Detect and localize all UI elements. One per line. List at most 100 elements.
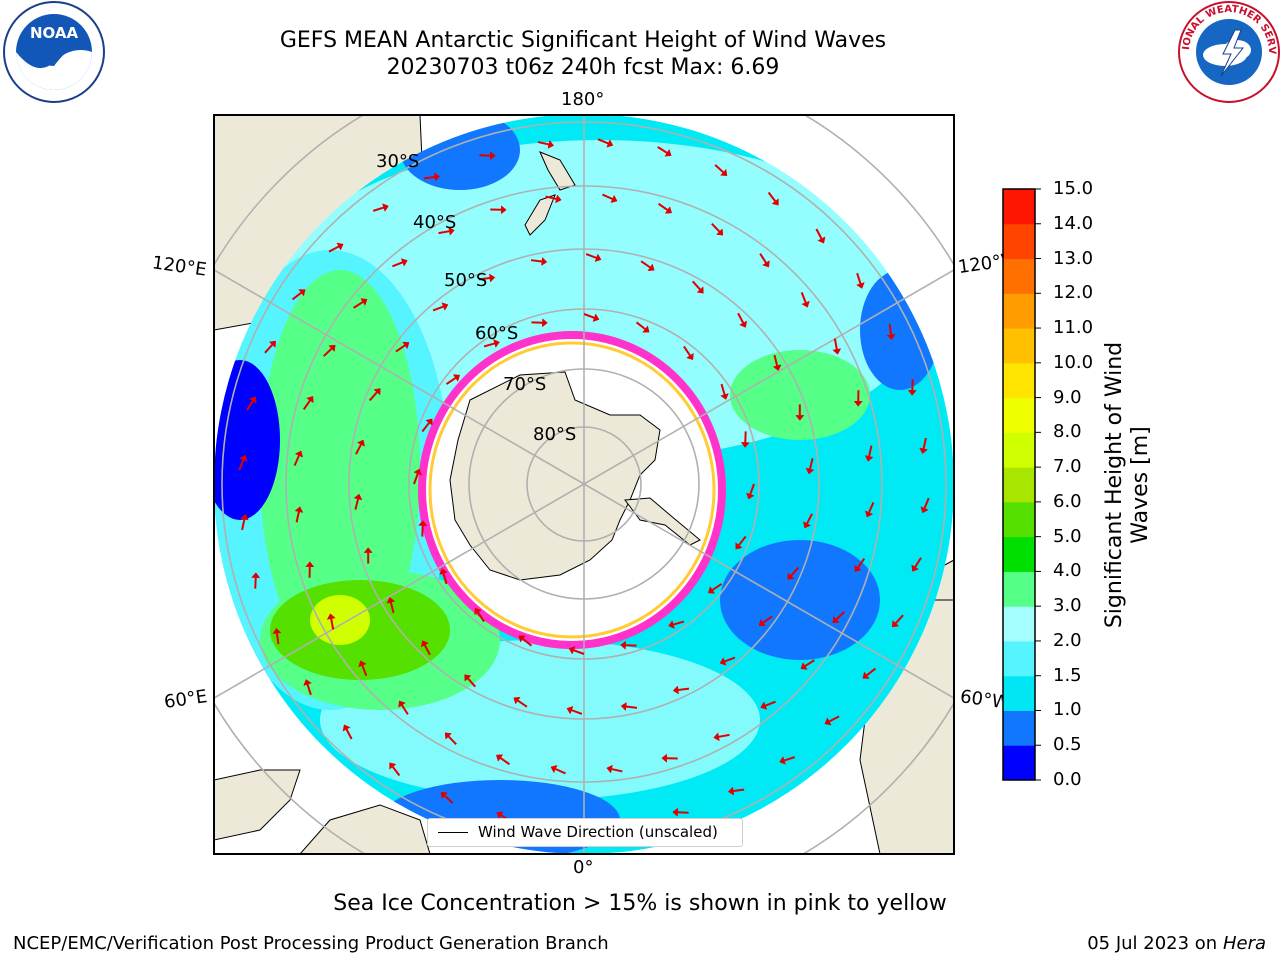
wind-wave-arrow-head bbox=[762, 260, 770, 268]
wind-wave-arrow-head bbox=[647, 263, 655, 272]
wind-wave-arrow bbox=[421, 422, 430, 433]
wind-wave-arrow-head bbox=[268, 340, 276, 348]
wind-wave-arrow bbox=[372, 206, 385, 212]
wind-wave-arrow bbox=[477, 611, 485, 623]
wind-wave-arrow bbox=[275, 633, 280, 645]
wind-wave-arrow-head bbox=[594, 253, 602, 263]
wind-wave-arrow-head bbox=[715, 228, 724, 236]
colorbar-tick-label: 5.0 bbox=[1053, 525, 1082, 547]
wind-wave-arrow bbox=[483, 342, 495, 348]
wind-wave-arrow-head bbox=[464, 674, 472, 682]
wind-wave-arrow-head bbox=[542, 318, 548, 328]
wind-wave-arrow-head bbox=[373, 388, 381, 396]
wind-wave-arrow bbox=[330, 618, 335, 630]
colorbar-tick-label: 0.0 bbox=[1053, 769, 1082, 790]
wind-wave-arrow-head bbox=[832, 615, 840, 624]
wind-wave-arrow-head bbox=[294, 506, 304, 513]
wind-wave-arrow-head bbox=[801, 300, 810, 308]
wind-wave-arrow bbox=[432, 305, 444, 312]
colorbar-segment bbox=[1003, 606, 1035, 642]
wind-wave-arrow-head bbox=[886, 333, 896, 341]
wind-wave-arrow-head bbox=[306, 396, 314, 404]
colorbar-tick-label: 9.0 bbox=[1053, 386, 1082, 408]
wind-wave-arrow-head bbox=[720, 168, 728, 176]
wind-wave-arrow-head bbox=[661, 753, 668, 763]
wind-wave-arrow bbox=[773, 354, 779, 367]
colorbar-segment bbox=[1003, 640, 1035, 677]
wind-wave-arrow bbox=[322, 347, 333, 357]
wind-wave-arrow bbox=[291, 291, 302, 301]
wind-wave-arrow bbox=[724, 656, 736, 663]
wind-wave-arrow bbox=[683, 345, 691, 357]
wind-wave-arrow bbox=[720, 383, 726, 395]
wind-wave-arrow-head bbox=[541, 256, 548, 266]
wind-wave-arrow bbox=[345, 728, 353, 740]
wind-wave-arrow bbox=[806, 513, 813, 525]
wind-wave-arrow-head bbox=[251, 572, 261, 579]
wind-wave-arrow bbox=[293, 455, 300, 466]
colorbar-segment bbox=[1003, 571, 1035, 607]
credit-text: NCEP/EMC/Verification Post Processing Pr… bbox=[13, 933, 609, 954]
wind-wave-arrow bbox=[522, 638, 533, 647]
wind-wave-arrow-head bbox=[664, 148, 672, 157]
wind-wave-arrow bbox=[922, 437, 927, 450]
colorbar-segment bbox=[1003, 675, 1035, 711]
wind-wave-arrow-head bbox=[550, 764, 558, 774]
wind-wave-arrow bbox=[718, 733, 730, 738]
colorbar-tick-label: 10.0 bbox=[1053, 351, 1094, 373]
wind-wave-arrow-head bbox=[606, 764, 613, 774]
legend-line bbox=[438, 832, 468, 833]
map-legend: Wind Wave Direction (unscaled) bbox=[427, 818, 743, 847]
wind-wave-arrow bbox=[733, 788, 745, 793]
wind-wave-arrow bbox=[444, 794, 454, 804]
wind-wave-arrow-head bbox=[555, 194, 562, 204]
wind-wave-arrow-head bbox=[413, 468, 422, 476]
wind-wave-arrow bbox=[677, 687, 690, 691]
wind-wave-arrow bbox=[238, 459, 245, 471]
wind-wave-arrow bbox=[423, 644, 431, 656]
lat-label-70s: 70°S bbox=[503, 374, 547, 395]
wind-wave-arrow-head bbox=[389, 762, 397, 770]
colorbar-frame bbox=[1002, 188, 1036, 781]
wind-wave-arrow bbox=[923, 497, 930, 509]
wind-wave-arrow bbox=[499, 757, 511, 766]
wind-wave-arrow-head bbox=[496, 811, 504, 820]
noaa-logo: NOAA bbox=[3, 1, 105, 103]
colorbar-tick-label: 12.0 bbox=[1053, 282, 1094, 304]
wind-wave-arrow-head bbox=[803, 521, 812, 529]
chart-subtitle: 20230703 t06z 240h fcst Max: 6.69 bbox=[386, 55, 780, 80]
wind-wave-arrow bbox=[306, 683, 312, 696]
wind-wave-arrow bbox=[413, 473, 419, 485]
land-new-zealand bbox=[524, 151, 576, 236]
wind-wave-arrow-head bbox=[805, 467, 815, 475]
machine-name: Hera bbox=[1222, 933, 1266, 954]
wind-wave-arrow-head bbox=[402, 341, 410, 350]
wind-wave-arrow bbox=[353, 301, 364, 309]
wind-wave-arrow-head bbox=[353, 493, 363, 501]
wind-wave-arrow bbox=[808, 458, 814, 470]
wind-wave-arrow bbox=[295, 511, 300, 523]
lat-label-60s: 60°S bbox=[475, 323, 519, 344]
wind-wave-arrow bbox=[478, 277, 491, 281]
colorbar-segment bbox=[1003, 397, 1035, 433]
wind-wave-arrow bbox=[361, 664, 368, 676]
wind-wave-arrow bbox=[783, 756, 796, 762]
wind-wave-arrow bbox=[894, 614, 904, 624]
lon-label-180: 180° bbox=[561, 89, 605, 110]
wind-wave-arrow bbox=[714, 164, 724, 174]
wind-wave-arrow bbox=[555, 768, 566, 775]
wind-wave-arrow-head bbox=[239, 513, 249, 521]
colorbar-tick-label: 2.0 bbox=[1053, 629, 1082, 651]
wind-wave-arrow bbox=[711, 222, 721, 233]
wind-wave-arrow bbox=[815, 228, 823, 240]
wind-wave-arrow bbox=[673, 620, 685, 626]
wind-wave-arrow-head bbox=[518, 635, 526, 643]
wind-wave-arrow-head bbox=[474, 607, 482, 616]
wind-wave-arrow bbox=[545, 195, 557, 200]
wave-zone-low bbox=[214, 360, 280, 520]
wind-wave-arrow bbox=[804, 659, 815, 667]
wind-wave-arrow-head bbox=[707, 586, 716, 594]
wind-wave-arrow bbox=[445, 377, 457, 385]
wind-wave-arrow bbox=[389, 601, 395, 614]
wind-wave-arrow-head bbox=[864, 510, 874, 518]
